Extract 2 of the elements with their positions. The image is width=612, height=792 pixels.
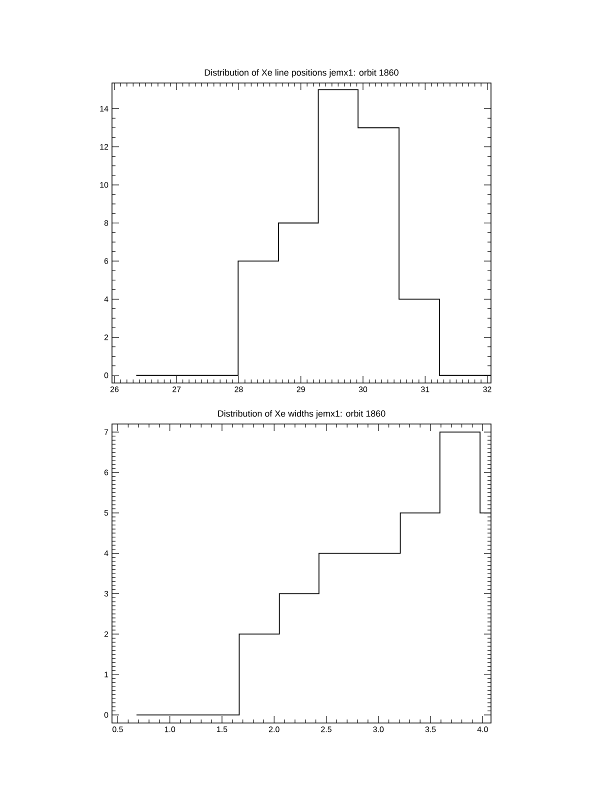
- chart-title: Distribution of Xe line positions jemx1: orbit 1860: [204, 69, 398, 78]
- chart-title: Distribution of Xe widths jemx1: orbit 1860: [218, 410, 386, 418]
